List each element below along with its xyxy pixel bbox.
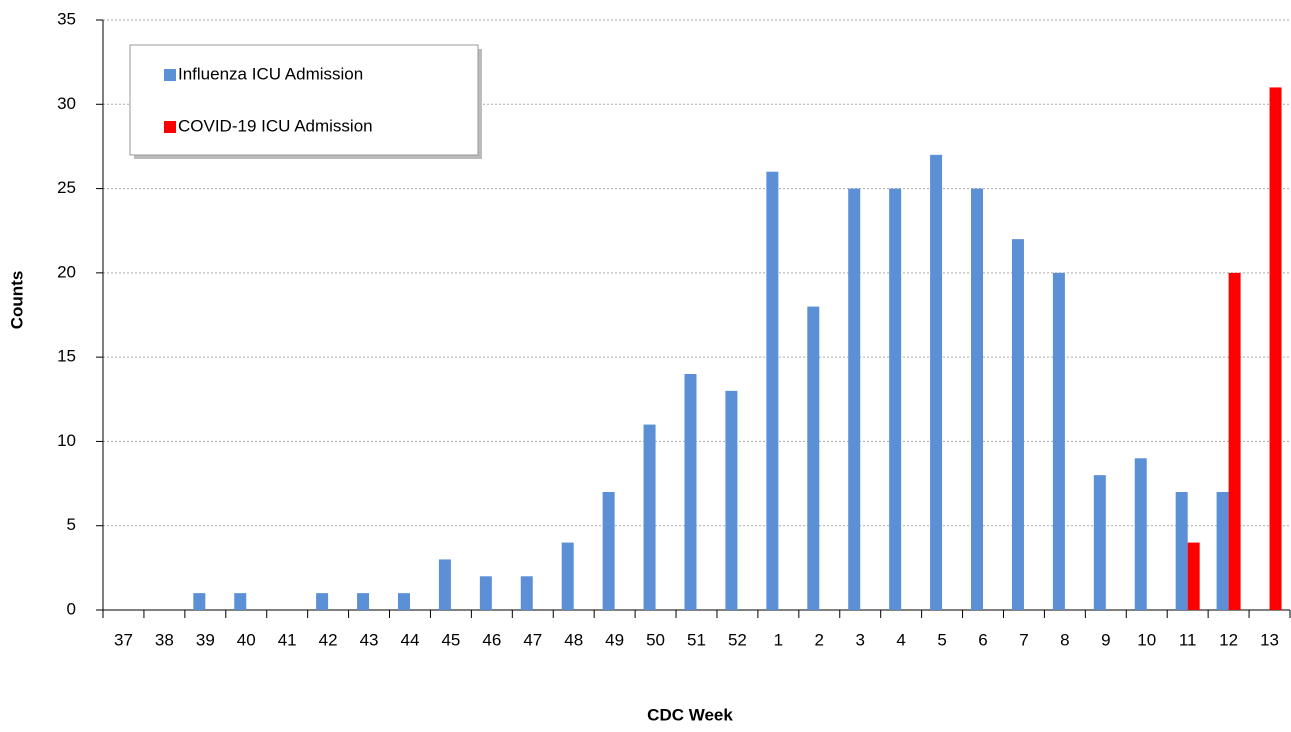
bar [561,542,574,610]
y-tick-label: 15 [57,347,76,366]
bar [193,593,206,610]
x-tick-label: 12 [1219,630,1238,649]
x-tick-label: 7 [1019,630,1028,649]
x-tick-label: 49 [605,630,624,649]
legend-label: COVID-19 ICU Admission [178,116,373,135]
bar [1011,239,1024,610]
bar [602,492,615,610]
x-tick-label: 10 [1137,630,1156,649]
bar [971,188,984,611]
bar [643,424,656,610]
x-tick-label: 1 [774,630,783,649]
y-tick-label: 10 [57,431,76,450]
bar [1175,492,1188,610]
bar [234,593,247,610]
bar [1134,458,1147,610]
legend-swatch [164,121,176,133]
y-tick-label: 25 [57,178,76,197]
x-tick-label: 2 [815,630,824,649]
bar [357,593,370,610]
x-tick-label: 8 [1060,630,1069,649]
legend [129,44,479,156]
x-tick-label: 38 [155,630,174,649]
x-tick-label: 52 [728,630,747,649]
x-axis-label: CDC Week [647,705,733,724]
bar [479,576,492,610]
bar [684,374,697,610]
x-tick-label: 48 [564,630,583,649]
bar [1187,542,1200,610]
x-tick-label: 37 [114,630,133,649]
y-tick-label: 20 [57,262,76,281]
bar [1052,272,1065,610]
x-tick-label: 6 [978,630,987,649]
x-tick-label: 5 [937,630,946,649]
bar [1216,492,1229,610]
y-axis-label: Counts [7,271,26,330]
bar [766,171,779,610]
x-tick-label: 11 [1179,630,1197,649]
bar [848,188,861,611]
x-tick-label: 44 [401,630,420,649]
x-tick-label: 39 [196,630,215,649]
bar [1093,475,1106,610]
x-tick-label: 9 [1101,630,1110,649]
x-tick-label: 46 [482,630,501,649]
x-tick-label: 13 [1260,630,1279,649]
x-tick-label: 45 [441,630,460,649]
y-tick-label: 0 [67,599,76,618]
bar [520,576,533,610]
y-tick-label: 30 [57,94,76,113]
bar [889,188,902,611]
x-tick-label: 42 [319,630,338,649]
bar [438,559,451,610]
bar [316,593,329,610]
x-tick-label: 4 [896,630,905,649]
y-tick-label: 35 [57,9,76,28]
x-tick-label: 50 [646,630,665,649]
x-tick-label: 51 [687,630,706,649]
x-tick-label: 43 [360,630,379,649]
x-tick-label: 40 [237,630,256,649]
bar [1269,87,1282,610]
legend-swatch [164,69,176,81]
x-tick-label: 41 [278,630,297,649]
bar [725,390,738,610]
x-tick-label: 3 [855,630,864,649]
y-tick-label: 5 [67,515,76,534]
bar [1228,272,1241,610]
bar [397,593,410,610]
bar [930,154,943,610]
legend-label: Influenza ICU Admission [178,64,363,83]
x-tick-label: 47 [523,630,542,649]
bar [807,306,820,610]
